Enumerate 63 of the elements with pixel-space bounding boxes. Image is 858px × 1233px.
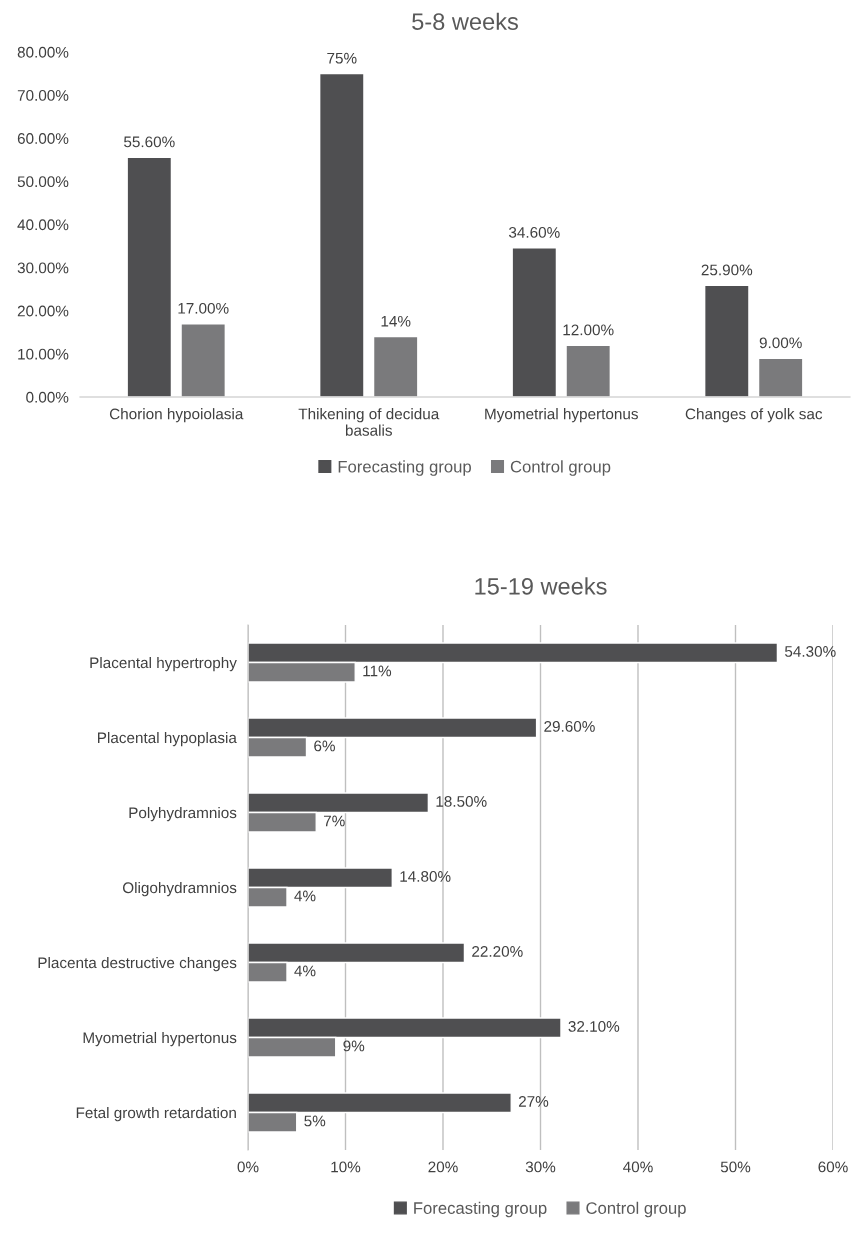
chart-title: 15-19 weeks xyxy=(475,577,607,595)
y-tick-label: Fetal growth retardation xyxy=(76,1106,236,1122)
data-label: 25.90% xyxy=(701,264,753,276)
x-tick-label: Myometrial hypertonus xyxy=(485,408,638,423)
data-label: 29.60% xyxy=(544,721,595,732)
x-tick-label: 30% xyxy=(525,1161,556,1173)
x-tick-label: 0% xyxy=(237,1161,259,1173)
y-tick-label: Polyhydramnios xyxy=(129,806,237,822)
y-tick-label: 60.00% xyxy=(17,133,69,144)
legend-label: Control group xyxy=(510,460,611,476)
y-tick-label: 40.00% xyxy=(17,219,69,231)
y-tick-label: Myometrial hypertonus xyxy=(83,1031,237,1047)
x-tick-label: 10% xyxy=(331,1161,361,1173)
data-label: 6% xyxy=(314,740,335,752)
bar xyxy=(703,284,750,397)
legend-label: Forecasting group xyxy=(414,1201,547,1218)
y-tick-label: 70.00% xyxy=(17,89,69,101)
data-label: 17.00% xyxy=(178,302,229,314)
data-label: 14.80% xyxy=(400,871,451,882)
y-tick-label: Placental hypertrophy xyxy=(90,656,237,672)
data-label: 9% xyxy=(343,1040,365,1052)
data-label: 12.00% xyxy=(563,324,614,336)
data-label: 4% xyxy=(294,965,316,977)
x-tick-label: Changes of yolk sac xyxy=(685,408,823,423)
data-label: 54.30% xyxy=(784,646,836,657)
y-tick-label: 30.00% xyxy=(17,262,69,274)
x-tick-label: Chorion hypoiolasia xyxy=(109,408,244,423)
bar xyxy=(126,156,173,397)
bar xyxy=(372,335,419,397)
x-tick-label: 40% xyxy=(623,1161,653,1173)
data-label: 22.20% xyxy=(472,946,523,957)
y-tick-label: 80.00% xyxy=(17,46,69,58)
bar xyxy=(565,344,612,397)
y-tick-label: 10.00% xyxy=(18,348,69,360)
y-tick-label: 50.00% xyxy=(17,176,69,188)
y-tick-label: Placenta destructive changes xyxy=(38,956,237,972)
data-label: 14% xyxy=(381,315,411,327)
data-label: 32.10% xyxy=(568,1021,620,1032)
x-tick-label: 60% xyxy=(818,1161,848,1173)
y-tick-label: Oligohydramnios xyxy=(122,881,237,897)
data-label: 7% xyxy=(323,815,345,827)
data-label: 75% xyxy=(327,52,357,64)
bar xyxy=(757,357,804,397)
data-label: 18.50% xyxy=(436,796,487,807)
bar xyxy=(318,72,365,397)
x-tick-label: 50% xyxy=(720,1161,751,1173)
data-label: 55.60% xyxy=(124,136,175,148)
y-tick-label: 0.00% xyxy=(26,391,69,403)
data-label: 5% xyxy=(304,1115,326,1127)
data-label: 11% xyxy=(363,665,392,677)
legend-label: Forecasting group xyxy=(338,460,471,476)
bar xyxy=(180,322,227,397)
legend-label: Control group xyxy=(586,1201,686,1218)
x-tick-label: 20% xyxy=(428,1161,458,1173)
data-label: 34.60% xyxy=(508,227,560,238)
chart-title: 5-8 weeks xyxy=(412,12,518,31)
y-tick-label: 20.00% xyxy=(17,305,69,317)
data-label: 4% xyxy=(294,890,316,902)
data-label: 9.00% xyxy=(759,337,802,349)
x-tick-label: Thikening of decidua basalis xyxy=(298,408,440,436)
bar xyxy=(511,247,558,397)
y-tick-label: Placental hypoplasia xyxy=(98,731,237,747)
data-label: 27% xyxy=(518,1096,549,1107)
